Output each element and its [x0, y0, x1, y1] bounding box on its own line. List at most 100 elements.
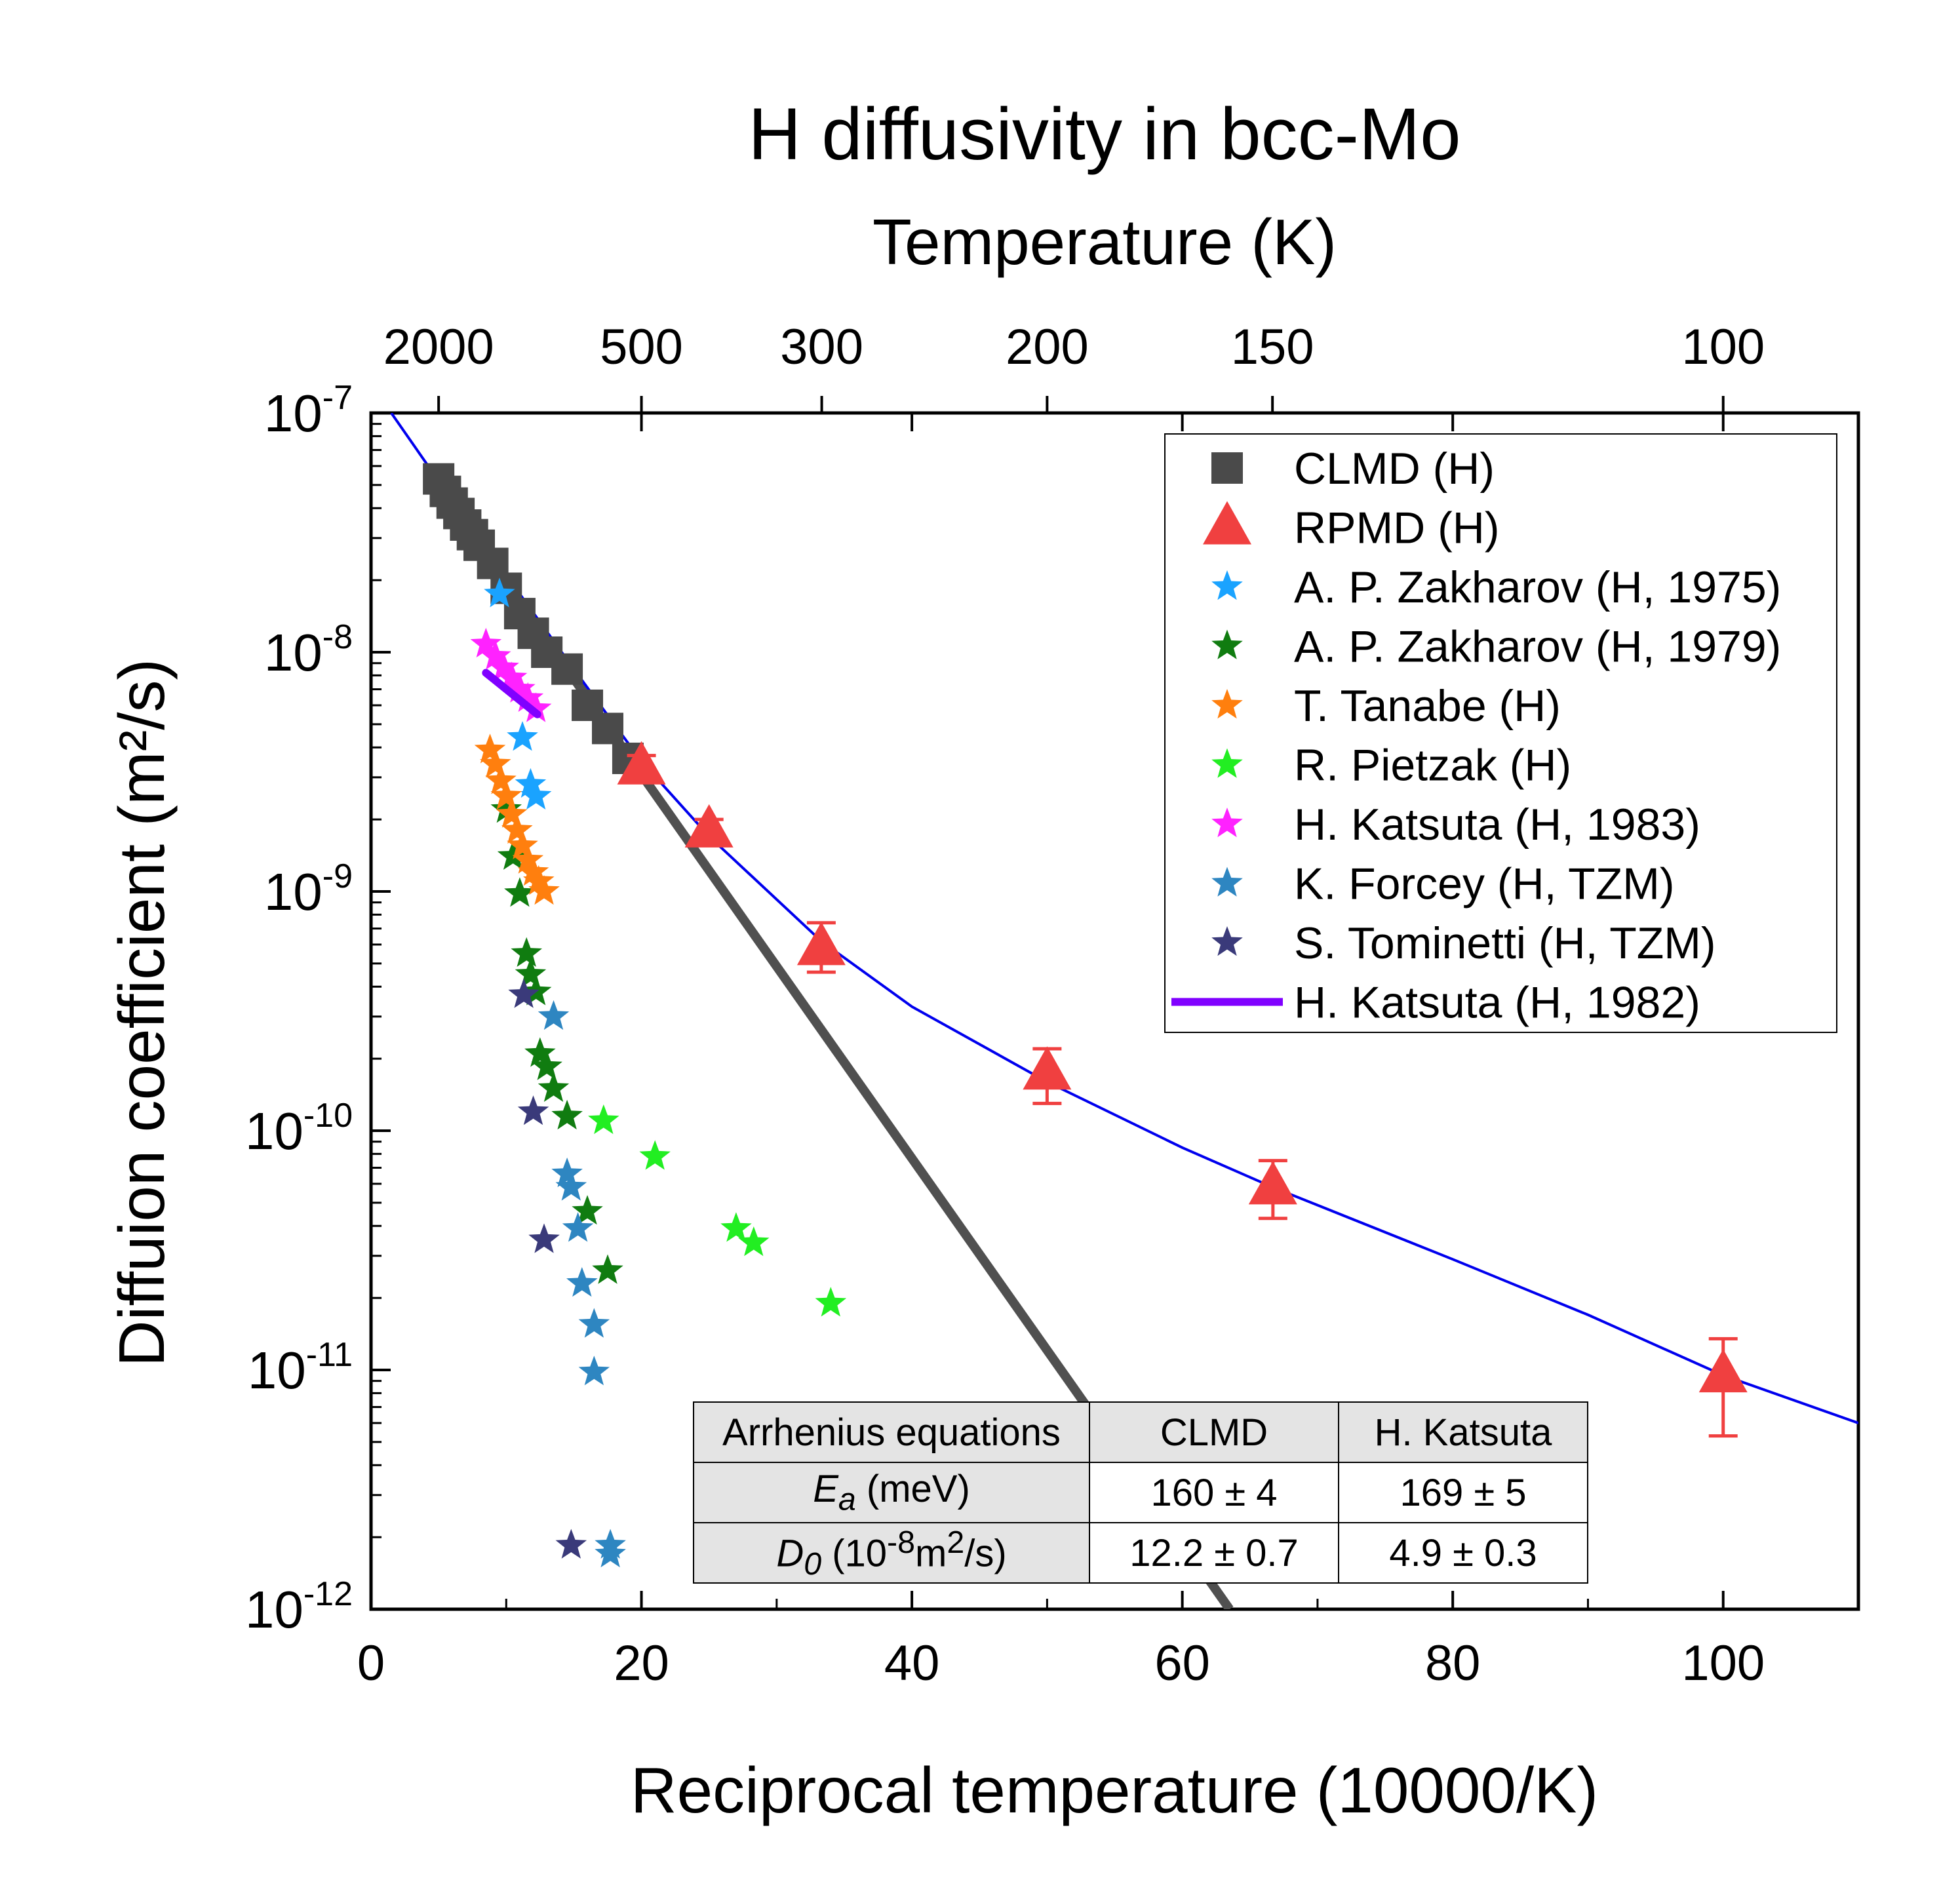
chart-title: H diffusivity in bcc-Mo	[748, 93, 1460, 175]
top-tick-label: 300	[780, 319, 863, 375]
data-point-star	[507, 721, 538, 751]
data-point-star	[520, 692, 552, 722]
table-row-label: D0 (10-8m2/s)	[693, 1522, 1090, 1584]
legend-item-label: H. Katsuta (H, 1982)	[1294, 978, 1700, 1028]
top-axis-label: Temperature (K)	[872, 206, 1337, 278]
data-point-star	[515, 768, 547, 798]
data-point-star	[551, 1099, 583, 1130]
data-point-triangle	[1023, 1046, 1072, 1090]
y-tick-label: 10-9	[264, 857, 353, 921]
x-axis-label: Reciprocal temperature (10000/K)	[631, 1754, 1598, 1826]
data-point-square	[551, 653, 583, 685]
table-row-label: Ea (meV)	[693, 1462, 1090, 1523]
table-cell: 12.2 ± 0.7	[1089, 1522, 1339, 1584]
legend: CLMD (H) RPMD (H) A. P. Zakharov (H, 1975)…	[1164, 433, 1837, 1033]
data-point-triangle	[1203, 501, 1251, 545]
table-header-cell: Arrhenius equations	[693, 1401, 1090, 1463]
data-point-star	[488, 651, 519, 682]
data-point-star	[504, 673, 536, 703]
data-point-star	[508, 978, 539, 1008]
data-point-star	[496, 798, 528, 828]
x-tick-label: 80	[1425, 1635, 1481, 1691]
data-point-star	[517, 1095, 549, 1125]
data-point-star	[497, 840, 529, 870]
data-point-star	[578, 1356, 610, 1386]
data-point-star	[815, 1287, 847, 1317]
data-point-star	[501, 813, 533, 844]
data-point-star	[639, 1140, 671, 1170]
data-point-star	[555, 1529, 587, 1559]
legend-item-label: CLMD (H)	[1294, 444, 1495, 494]
data-point-triangle	[796, 922, 846, 966]
x-tick-label: 40	[884, 1635, 940, 1691]
x-tick-label: 20	[614, 1635, 669, 1691]
axes-layer: 0 20 40 60 80 100 2000 500 300 200 150 100 10-12 10-1…	[245, 319, 1860, 1691]
data-point-star	[538, 1072, 570, 1102]
data-point-star	[562, 1212, 594, 1242]
katsuta-1982-line	[482, 669, 541, 718]
data-point-triangle	[1698, 1349, 1748, 1393]
top-tick-label: 100	[1681, 319, 1765, 375]
data-point-star	[523, 865, 555, 895]
legend-item-label: A. P. Zakharov (H, 1975)	[1294, 562, 1781, 612]
data-point-star	[566, 1267, 598, 1297]
table-cell: 4.9 ± 0.3	[1338, 1522, 1588, 1584]
data-point-star	[474, 733, 506, 764]
table-header-cell: H. Katsuta	[1338, 1401, 1588, 1463]
table-cell: 160 ± 4	[1089, 1462, 1339, 1523]
data-point-star	[470, 627, 502, 657]
x-tick-label: 0	[357, 1635, 385, 1691]
table-row: Ea (meV) 160 ± 4 169 ± 5	[693, 1462, 1588, 1523]
data-point-star	[738, 1226, 770, 1257]
legend-item-label: K. Forcey (H, TZM)	[1294, 859, 1675, 909]
data-point-star	[578, 1308, 610, 1338]
arrhenius-table: Arrhenius equations CLMD H. Katsuta Ea (…	[693, 1401, 1588, 1584]
data-point-star	[1211, 926, 1243, 956]
data-point-star	[592, 1254, 623, 1284]
x-tick-label: 60	[1154, 1635, 1210, 1691]
data-point-star	[572, 1195, 603, 1225]
data-point-star	[528, 875, 560, 905]
data-point-star	[531, 1050, 562, 1080]
data-point-star	[528, 1223, 560, 1253]
y-tick-label: 10-11	[248, 1336, 353, 1399]
data-point-star	[504, 877, 536, 907]
data-point-star	[484, 577, 515, 608]
y-tick-label: 10-12	[245, 1575, 353, 1639]
legend-item-label: S. Tominetti (H, TZM)	[1294, 918, 1716, 968]
data-point-star	[1211, 689, 1243, 719]
legend-item-label: H. Katsuta (H, 1983)	[1294, 800, 1700, 850]
top-tick-label: 150	[1231, 319, 1314, 375]
table-row: D0 (10-8m2/s) 12.2 ± 0.7 4.9 ± 0.3	[693, 1522, 1588, 1584]
data-point-star	[512, 682, 544, 712]
legend-item-label: T. Tanabe (H)	[1294, 681, 1561, 731]
table-header-cell: CLMD	[1089, 1401, 1339, 1463]
legend-item-label: RPMD (H)	[1294, 503, 1500, 553]
data-point-star	[496, 661, 528, 692]
data-point-star	[517, 856, 549, 886]
legend-box	[1164, 433, 1837, 1033]
table-header-row: Arrhenius equations CLMD H. Katsuta	[693, 1401, 1588, 1463]
data-point-star	[1211, 629, 1243, 659]
plot-frame	[369, 411, 1860, 1611]
data-point-star	[520, 779, 552, 810]
data-point-star	[720, 1212, 752, 1242]
legend-item-label: A. P. Zakharov (H, 1979)	[1294, 622, 1781, 672]
y-tick-label: 10-7	[264, 379, 353, 442]
data-point-star	[485, 764, 517, 794]
data-point-star	[538, 1000, 570, 1030]
table-cell: 169 ± 5	[1338, 1462, 1588, 1523]
data-point-star	[515, 958, 547, 988]
top-tick-label: 2000	[383, 319, 494, 375]
data-point-star	[595, 1537, 626, 1568]
top-tick-label: 500	[600, 319, 683, 375]
data-point-star	[490, 779, 522, 810]
data-point-star	[512, 844, 544, 874]
data-point-triangle	[684, 804, 734, 848]
data-point-star	[1211, 808, 1243, 838]
legend-item-label: R. Pietzak (H)	[1294, 741, 1571, 791]
data-point-star	[555, 1171, 587, 1201]
y-tick-label: 10-8	[264, 618, 353, 682]
data-point-star	[524, 1037, 556, 1067]
